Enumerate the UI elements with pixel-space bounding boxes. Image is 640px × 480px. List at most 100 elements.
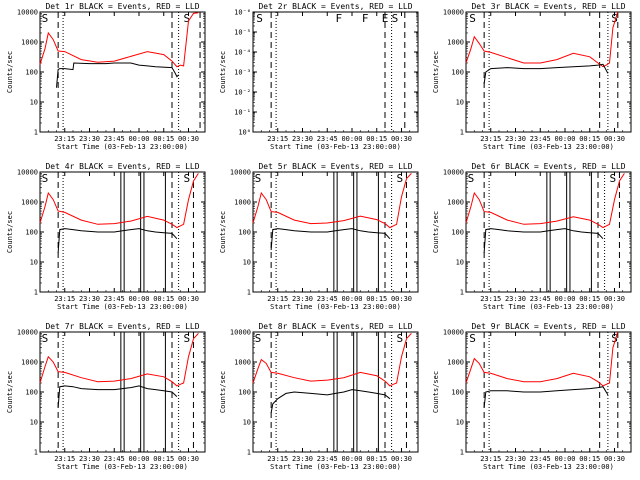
annotation-label: S (392, 12, 399, 25)
axes-frame (465, 171, 632, 293)
annotation-label: S (255, 172, 262, 185)
x-tick-label: 23:45 (530, 135, 551, 143)
y-tick-label: 10 (456, 419, 464, 427)
x-tick-label: 23:45 (317, 455, 338, 463)
x-tick-label: 00:15 (579, 135, 600, 143)
x-tick-label: 00:30 (391, 295, 412, 303)
y-tick-label: 10⁻⁶ (234, 9, 251, 17)
x-tick-label: 23:45 (104, 295, 125, 303)
x-tick-label: 00:30 (604, 455, 625, 463)
annotation-label: S (611, 12, 618, 25)
panel-det-6: Det 6r BLACK = Events, RED = LLD 1 10 100 10… (432, 162, 632, 311)
y-tick-label: 1000 (234, 359, 251, 367)
y-tick-label: 100 (25, 389, 38, 397)
x-tick-label: 00:30 (604, 135, 625, 143)
y-axis-label: Counts/sec (6, 51, 14, 93)
y-tick-label: 10000 (443, 169, 464, 177)
y-tick-label: 10000 (17, 9, 38, 17)
x-tick-label: 23:15 (480, 135, 501, 143)
y-tick-label: 10 (243, 259, 251, 267)
x-tick-label: 23:30 (79, 295, 100, 303)
x-tick-label: 23:15 (54, 295, 75, 303)
annotation-label: S (184, 332, 191, 345)
x-tick-label: 00:15 (153, 455, 174, 463)
annotation-label: S (468, 172, 475, 185)
y-tick-label: 1000 (21, 359, 38, 367)
y-axis-label: Counts/sec (6, 371, 14, 413)
x-tick-label: 23:30 (292, 135, 313, 143)
y-tick-label: 1000 (234, 199, 251, 207)
x-tick-label: 00:15 (366, 455, 387, 463)
panel-title: Det 9r BLACK = Events, RED = LLD (471, 322, 625, 331)
y-axis-label: Counts/sec (219, 371, 227, 413)
annotation-label: S (397, 172, 404, 185)
axes-frame (252, 171, 419, 293)
y-axis-label: Counts/sec (432, 51, 440, 93)
y-tick-label: 10⁻² (234, 89, 251, 97)
y-tick-label: 1000 (21, 199, 38, 207)
black-events-series (483, 63, 609, 84)
x-tick-label: 00:00 (341, 135, 362, 143)
y-tick-label: 1 (247, 289, 251, 297)
annotation-label: S (42, 12, 49, 25)
y-tick-label: 10000 (443, 9, 464, 17)
panel-title: Det 8r BLACK = Events, RED = LLD (258, 322, 412, 331)
y-tick-label: 1 (460, 289, 464, 297)
panel-det-3: Det 3r BLACK = Events, RED = LLD 1 10 100 10… (432, 2, 632, 151)
x-tick-label: 00:30 (178, 455, 199, 463)
x-tick-label: 23:45 (104, 455, 125, 463)
panel-det-7: Det 7r BLACK = Events, RED = LLD 1 10 100 10… (6, 322, 206, 471)
x-axis-label: Start Time (03-Feb-13 23:00:00) (270, 463, 401, 471)
y-tick-label: 10 (30, 419, 38, 427)
panel-det-4: Det 4r BLACK = Events, RED = LLD 1 10 100 10… (6, 162, 206, 311)
y-axis-label: Counts/sec (6, 211, 14, 253)
annotation-label: S (469, 332, 476, 345)
y-tick-label: 1000 (21, 39, 38, 47)
black-events-series (57, 228, 178, 254)
red-lld-series (39, 12, 199, 68)
x-tick-label: 23:15 (480, 455, 501, 463)
panel-det-8: Det 8r BLACK = Events, RED = LLD 1 10 100 10… (219, 322, 419, 471)
y-tick-label: 10000 (230, 329, 251, 337)
x-axis-label: Start Time (03-Feb-13 23:00:00) (483, 463, 614, 471)
panel-det-1: Det 1r BLACK = Events, RED = LLD 1 10 100 10… (6, 2, 206, 151)
red-lld-series (465, 11, 619, 68)
panel-title: Det 7r BLACK = Events, RED = LLD (45, 322, 199, 331)
annotation-label: S (184, 172, 191, 185)
x-tick-label: 00:15 (153, 135, 174, 143)
axes-frame (252, 11, 419, 133)
y-tick-label: 10000 (17, 329, 38, 337)
x-tick-label: 00:00 (341, 295, 362, 303)
red-lld-series (252, 333, 412, 387)
x-tick-label: 23:15 (267, 295, 288, 303)
x-axis-label: Start Time (03-Feb-13 23:00:00) (270, 303, 401, 311)
y-tick-label: 1000 (447, 39, 464, 47)
x-tick-label: 23:30 (79, 135, 100, 143)
red-lld-series (39, 333, 199, 387)
y-tick-label: 100 (25, 229, 38, 237)
x-tick-label: 23:15 (480, 295, 501, 303)
y-tick-label: 10 (30, 259, 38, 267)
y-tick-label: 10⁰ (238, 129, 251, 137)
y-tick-label: 10 (30, 99, 38, 107)
annotation-label: S (42, 332, 49, 345)
y-axis-label: Counts/sec (219, 51, 227, 93)
x-tick-label: 00:15 (366, 135, 387, 143)
y-tick-label: 100 (451, 69, 464, 77)
axes-frame (39, 171, 206, 293)
x-tick-label: 23:45 (530, 295, 551, 303)
y-tick-label: 10 (456, 99, 464, 107)
y-tick-label: 100 (25, 69, 38, 77)
y-tick-label: 1 (460, 129, 464, 137)
x-tick-label: 00:30 (391, 455, 412, 463)
y-tick-label: 1000 (447, 359, 464, 367)
black-events-series (483, 386, 609, 408)
annotation-label: S (611, 332, 618, 345)
panel-title: Det 5r BLACK = Events, RED = LLD (258, 162, 412, 171)
x-tick-label: 00:00 (128, 135, 149, 143)
y-tick-label: 10000 (17, 169, 38, 177)
x-axis-label: Start Time (03-Feb-13 23:00:00) (483, 303, 614, 311)
x-tick-label: 23:30 (505, 135, 526, 143)
y-tick-label: 100 (238, 389, 251, 397)
